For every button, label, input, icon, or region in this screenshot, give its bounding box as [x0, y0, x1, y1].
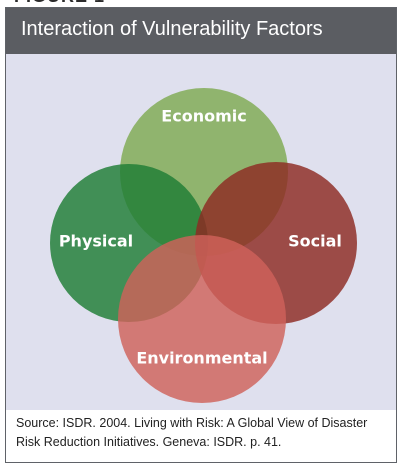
- venn-diagram-panel: Economic Physical Social Environmental: [6, 54, 396, 410]
- cropped-heading-fragment: FIGURE 1: [14, 0, 134, 6]
- source-citation: Source: ISDR. 2004. Living with Risk: A …: [16, 416, 368, 449]
- figure-card: Interaction of Vulnerability Factors Eco…: [5, 7, 397, 463]
- economic-label: Economic: [161, 107, 246, 126]
- environmental-label: Environmental: [136, 349, 267, 368]
- physical-label: Physical: [59, 232, 133, 251]
- venn-diagram: Economic Physical Social Environmental: [50, 88, 357, 403]
- figure-title: Interaction of Vulnerability Factors: [21, 18, 323, 40]
- title-bar: Interaction of Vulnerability Factors: [6, 8, 396, 54]
- environmental-circle: [118, 235, 286, 403]
- social-label: Social: [288, 232, 342, 251]
